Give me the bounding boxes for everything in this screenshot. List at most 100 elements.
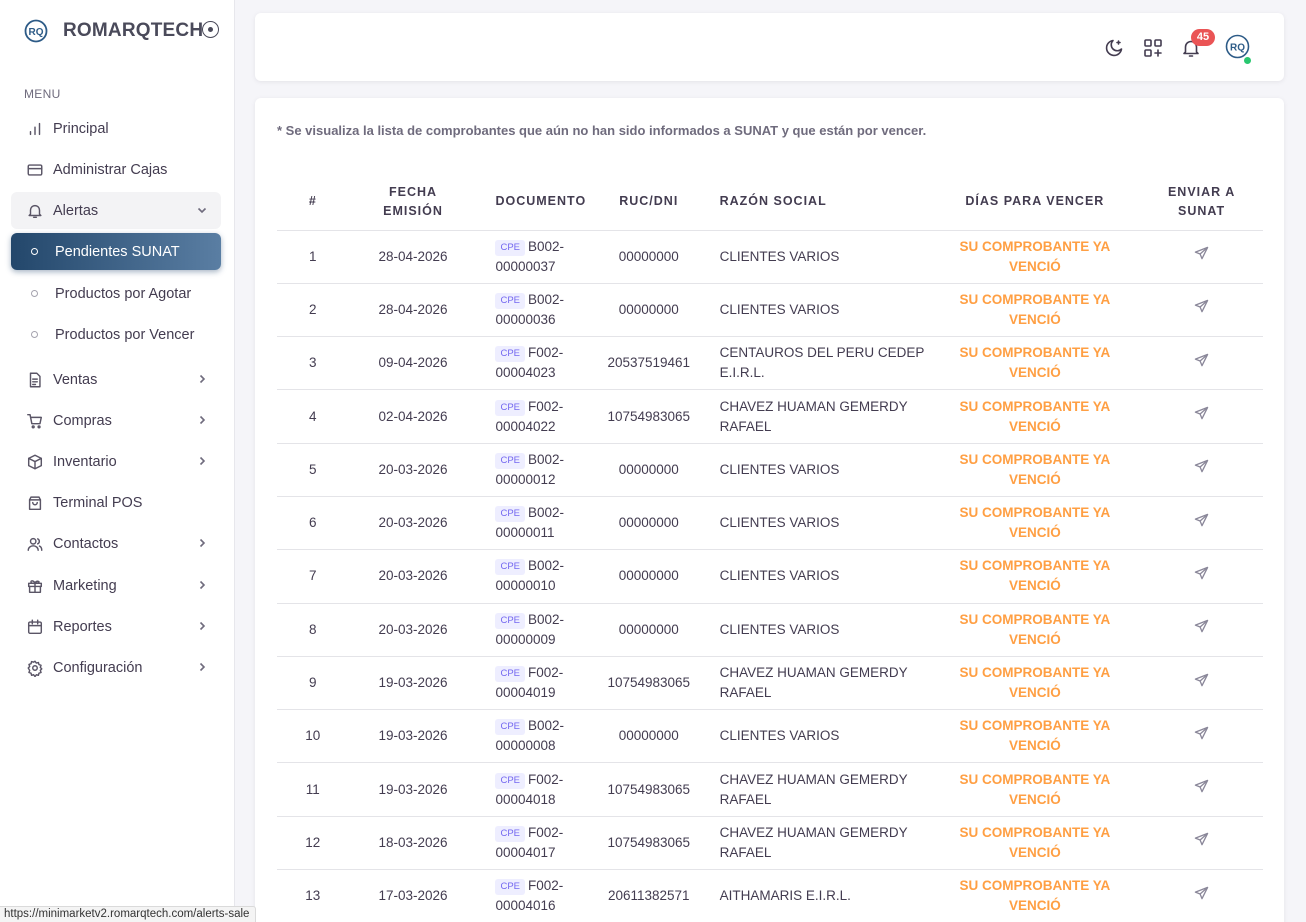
sidebar-item-administrar-cajas[interactable]: Administrar Cajas (11, 151, 221, 188)
sidebar-item-ventas[interactable]: Ventas (11, 361, 221, 398)
cell-enviar (1140, 336, 1263, 391)
cell-dias-para-vencer: SU COMPROBANTE YA VENCIÓ (929, 656, 1141, 711)
cell-fecha-emision: 28-04-2026 (348, 230, 478, 284)
cell-num: 8 (277, 603, 349, 657)
table-row: 7 20-03-2026 CPE B002- 00000010 00000000 CLIEN… (277, 549, 1263, 604)
send-sunat-icon[interactable] (1194, 406, 1209, 424)
cell-num: 4 (277, 389, 349, 444)
sidebar-item-reportes[interactable]: Reportes (11, 608, 221, 645)
dark-mode-moon-icon[interactable] (1103, 37, 1125, 59)
cell-num: 12 (277, 816, 349, 871)
col-header-dias-para-vencer: DÍAS PARA VENCER (929, 174, 1141, 231)
gift-icon (25, 576, 45, 596)
brand[interactable]: RQ ROMARQTECH (24, 18, 203, 44)
sidebar-item-label: Productos por Vencer (55, 326, 195, 343)
expired-status: SU COMPROBANTE YA VENCIÓ (959, 345, 1111, 381)
send-sunat-icon[interactable] (1194, 886, 1209, 904)
cell-enviar (1140, 709, 1263, 764)
cell-documento: CPE F002- 00004016 (477, 869, 590, 922)
send-sunat-icon[interactable] (1194, 726, 1209, 744)
send-sunat-icon[interactable] (1194, 673, 1209, 691)
sidebar-item-terminal-pos[interactable]: Terminal POS (11, 484, 221, 521)
pending-documents-table: # FECHA EMISIÓN DOCUMENTO RUC/DNI RAZÓN S… (277, 174, 1263, 922)
expired-status: SU COMPROBANTE YA VENCIÓ (959, 771, 1111, 807)
expired-status: SU COMPROBANTE YA VENCIÓ (959, 611, 1111, 647)
sidebar-item-marketing[interactable]: Marketing (11, 567, 221, 604)
shopping-bag-icon (25, 493, 45, 513)
sidebar-item-label: Alertas (53, 202, 99, 219)
table-row: 11 19-03-2026 CPE F002- 00004018 10754983065 C… (277, 762, 1263, 817)
cell-documento: CPE B002- 00000012 (477, 443, 590, 497)
col-header-num: # (277, 174, 349, 231)
cell-documento: CPE F002- 00004017 (477, 816, 590, 871)
send-sunat-icon[interactable] (1194, 619, 1209, 637)
send-sunat-icon[interactable] (1194, 833, 1209, 850)
cell-ruc-dni: 00000000 (589, 443, 708, 497)
sidebar-item-label: Principal (53, 120, 109, 137)
cell-num: 1 (277, 230, 349, 284)
doc-number: 00000009 (495, 631, 556, 647)
bullet-icon (31, 331, 38, 338)
sidebar-item-productos-por-vencer[interactable]: Productos por Vencer (11, 316, 221, 353)
cell-razon-social: CLIENTES VARIOS (707, 496, 930, 551)
doc-number: 00004019 (495, 685, 556, 701)
sidebar-toggle-icon[interactable] (202, 21, 219, 38)
send-sunat-icon[interactable] (1194, 779, 1209, 797)
cell-documento: CPE B002- 00000009 (477, 603, 590, 657)
sidebar-item-label: Reportes (53, 618, 112, 635)
cell-documento: CPE B002- 00000036 (477, 283, 590, 338)
doc-number: 00000036 (495, 311, 556, 327)
sidebar-item-configuracion[interactable]: Configuración (11, 649, 221, 686)
cell-razon-social: CLIENTES VARIOS (707, 603, 930, 657)
cell-fecha-emision: 02-04-2026 (348, 389, 478, 444)
sidebar-item-alertas[interactable]: Alertas (11, 192, 221, 229)
chevron-right-icon (195, 413, 209, 427)
cell-num: 7 (277, 549, 349, 604)
cpe-tag: CPE (495, 346, 526, 363)
cell-ruc-dni: 10754983065 (589, 389, 708, 444)
notice-text: * Se visualiza la lista de comprobantes … (277, 123, 927, 138)
user-avatar[interactable]: RQ (1225, 34, 1250, 59)
send-sunat-icon[interactable] (1194, 353, 1209, 371)
send-sunat-icon[interactable] (1194, 300, 1209, 317)
sidebar-item-principal[interactable]: Principal (11, 110, 221, 147)
cell-enviar (1140, 549, 1263, 604)
chevron-right-icon (195, 619, 209, 633)
bullet-icon (31, 290, 38, 297)
doc-serie: F002- (528, 665, 564, 681)
send-sunat-icon[interactable] (1194, 246, 1209, 264)
cpe-tag: CPE (495, 666, 526, 683)
send-sunat-icon[interactable] (1194, 513, 1209, 531)
cell-documento: CPE B002- 00000008 (477, 709, 590, 764)
cell-documento: CPE F002- 00004022 (477, 389, 590, 444)
sidebar-item-productos-por-agotar[interactable]: Productos por Agotar (11, 275, 221, 312)
cell-fecha-emision: 19-03-2026 (348, 656, 478, 711)
cell-num: 11 (277, 762, 349, 817)
cpe-tag: CPE (495, 825, 526, 842)
sidebar-item-compras[interactable]: Compras (11, 402, 221, 439)
send-sunat-icon[interactable] (1194, 566, 1209, 584)
cell-dias-para-vencer: SU COMPROBANTE YA VENCIÓ (929, 230, 1141, 284)
cell-documento: CPE B002- 00000037 (477, 230, 590, 284)
apps-grid-icon[interactable] (1142, 37, 1164, 59)
cell-num: 2 (277, 283, 349, 338)
doc-serie: B002- (528, 505, 565, 521)
expired-status: SU COMPROBANTE YA VENCIÓ (959, 238, 1111, 274)
expired-status: SU COMPROBANTE YA VENCIÓ (959, 505, 1111, 541)
cell-ruc-dni: 00000000 (589, 230, 708, 284)
col-header-documento: DOCUMENTO (477, 174, 590, 231)
sidebar-item-inventario[interactable]: Inventario (11, 443, 221, 480)
expired-status: SU COMPROBANTE YA VENCIÓ (959, 558, 1111, 594)
sidebar-item-pendientes-sunat[interactable]: Pendientes SUNAT (11, 233, 221, 270)
online-status-dot (1243, 56, 1252, 65)
send-sunat-icon[interactable] (1194, 460, 1209, 477)
sidebar-item-label: Inventario (53, 453, 117, 470)
table-row: 6 20-03-2026 CPE B002- 00000011 00000000 CLIEN… (277, 496, 1263, 551)
calendar-icon (25, 617, 45, 637)
doc-number: 00004017 (495, 844, 556, 860)
cpe-tag: CPE (495, 772, 526, 789)
sidebar-item-contactos[interactable]: Contactos (11, 525, 221, 562)
cell-documento: CPE F002- 00004023 (477, 336, 590, 391)
doc-serie: B002- (528, 291, 565, 307)
doc-serie: B002- (528, 451, 565, 467)
